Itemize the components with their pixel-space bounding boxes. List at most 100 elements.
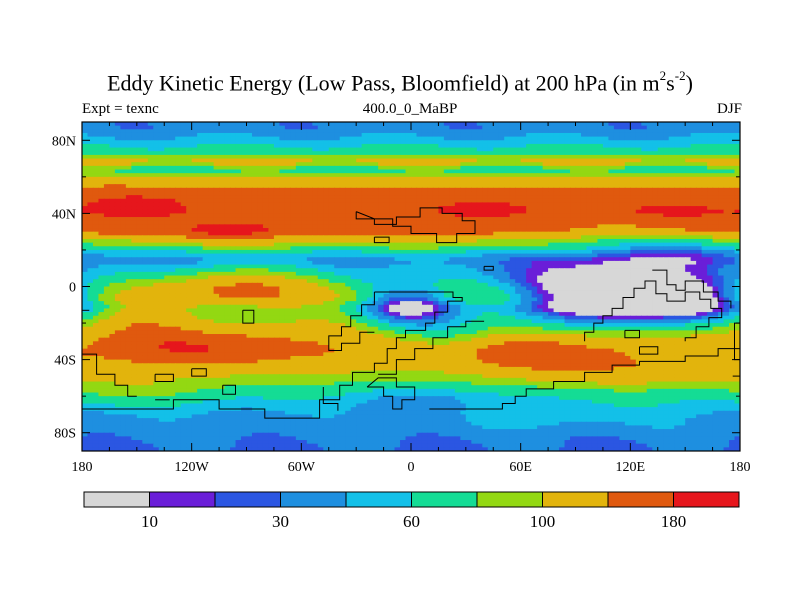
field-cell [723, 143, 730, 149]
field-cell [438, 169, 445, 174]
field-cell [564, 173, 571, 178]
field-cell [262, 147, 270, 152]
field-cell [251, 224, 259, 229]
field-cell [432, 238, 440, 244]
field-cell [284, 260, 291, 266]
field-cell [87, 162, 94, 167]
field-cell [186, 132, 193, 138]
field-cell [334, 136, 341, 141]
field-cell [591, 180, 599, 185]
field-cell [230, 191, 237, 196]
field-cell [273, 257, 280, 262]
field-cell [432, 132, 440, 138]
field-cell [602, 253, 609, 258]
field-cell [613, 136, 620, 141]
field-cell [635, 154, 642, 160]
field-cell [241, 257, 248, 262]
field-cell [284, 271, 291, 277]
field-cell [696, 257, 703, 262]
field-cell [120, 195, 127, 200]
field-cell [504, 129, 511, 134]
field-cell [345, 217, 352, 222]
field-cell [668, 217, 675, 222]
field-cell [257, 184, 264, 189]
field-cell [361, 136, 368, 141]
field-cell [624, 147, 631, 152]
field-cell [175, 184, 182, 189]
field-cell [131, 147, 138, 152]
field-cell [641, 206, 648, 211]
field-cell [400, 260, 407, 266]
field-cell [674, 224, 681, 229]
field-cell [729, 238, 736, 244]
field-cell [405, 176, 412, 182]
field-cell [334, 122, 341, 127]
field-cell [158, 151, 165, 156]
field-cell [350, 125, 357, 130]
field-cell [361, 257, 368, 262]
field-cell [208, 257, 215, 262]
field-cell [723, 238, 730, 244]
field-cell [169, 253, 176, 258]
field-cell [213, 173, 220, 178]
field-cell [559, 220, 566, 225]
field-cell [246, 147, 253, 152]
field-cell [641, 246, 648, 251]
field-cell [241, 264, 248, 269]
field-cell [279, 187, 286, 193]
field-cell [476, 235, 483, 240]
field-cell [482, 158, 489, 163]
field-cell [158, 122, 165, 127]
field-cell [707, 224, 714, 229]
field-cell [520, 213, 527, 218]
field-cell [712, 191, 719, 196]
field-cell [438, 187, 445, 193]
field-cell [427, 264, 434, 269]
field-cell [438, 228, 445, 233]
field-cell [575, 195, 582, 200]
field-cell [114, 129, 121, 134]
field-cell [427, 198, 434, 204]
field-cell [421, 198, 429, 204]
field-cell [520, 195, 527, 200]
field-cell [334, 209, 341, 214]
field-cell [224, 209, 231, 214]
field-cell [400, 165, 407, 171]
field-cell [273, 264, 280, 269]
field-cell [460, 169, 467, 174]
field-cell [542, 268, 549, 273]
field-cell [646, 187, 653, 193]
field-cell [476, 206, 483, 211]
field-cell [526, 231, 533, 236]
field-cell [219, 180, 226, 185]
field-cell [147, 125, 154, 130]
field-cell [257, 187, 264, 193]
field-cell [624, 224, 631, 229]
field-cell [191, 264, 198, 269]
field-cell [230, 180, 237, 185]
field-cell [591, 228, 599, 233]
field-cell [268, 224, 275, 229]
field-cell [526, 136, 533, 141]
field-cell [378, 268, 385, 273]
field-cell [471, 224, 478, 229]
field-cell [729, 136, 736, 141]
field-cell [323, 242, 330, 247]
field-cell [301, 125, 308, 130]
field-cell [597, 198, 604, 204]
field-cell [98, 253, 105, 258]
field-cell [317, 184, 324, 189]
field-cell [476, 173, 483, 178]
field-cell [82, 143, 89, 149]
field-cell [663, 224, 670, 229]
field-cell [630, 238, 637, 244]
field-cell [559, 191, 566, 196]
field-cell [663, 165, 670, 171]
field-cell [663, 187, 670, 193]
field-cell [164, 176, 171, 182]
field-cell [361, 173, 368, 178]
field-cell [169, 195, 176, 200]
field-cell [454, 220, 461, 225]
field-cell [509, 173, 516, 178]
field-cell [701, 195, 708, 200]
